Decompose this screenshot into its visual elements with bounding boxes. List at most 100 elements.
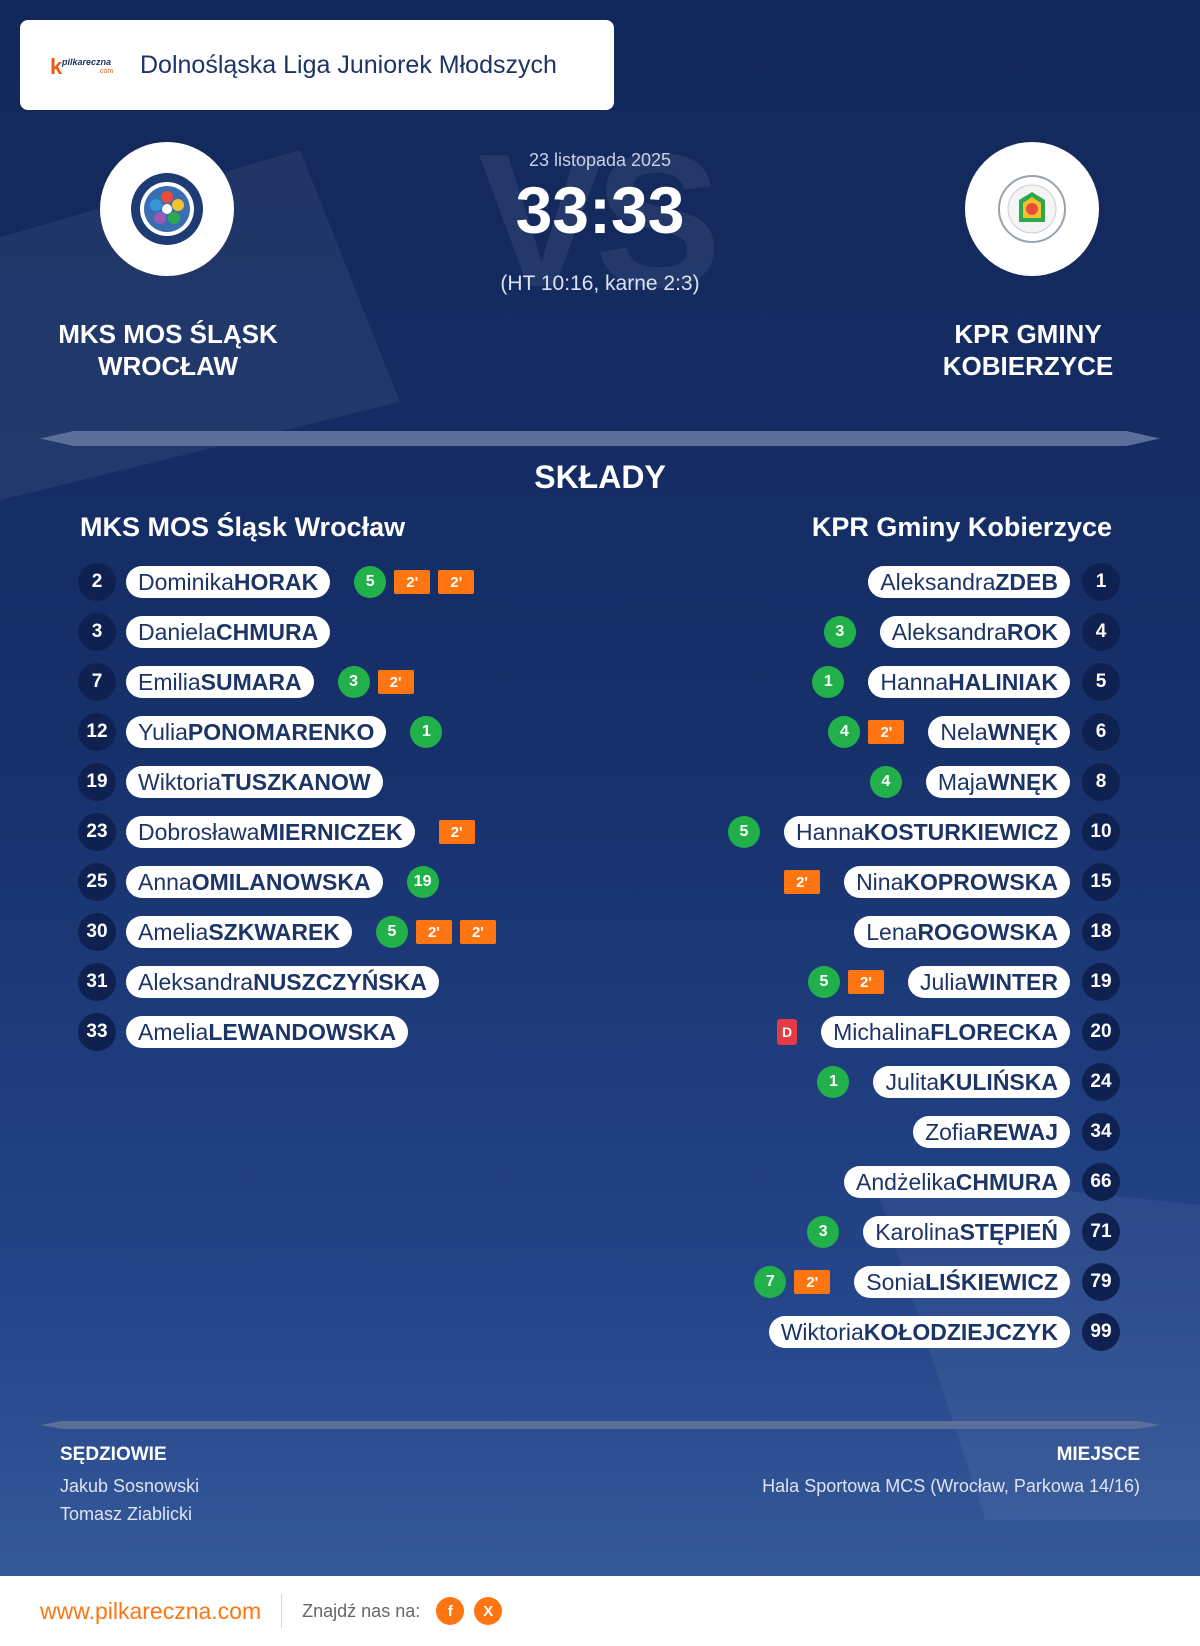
two-minute-penalty-badge: 2' xyxy=(847,970,884,994)
player-first-name: Wiktoria xyxy=(780,1318,864,1345)
player-row: 71 Karolina STĘPIEŃ 3 xyxy=(728,1207,1120,1257)
section-title: SKŁADY xyxy=(534,459,666,495)
shirt-number-badge: 2 xyxy=(78,563,116,601)
player-last-name: CHMURA xyxy=(955,1168,1058,1195)
facebook-icon[interactable]: f xyxy=(436,1597,465,1625)
player-name: Hanna HALINIAK xyxy=(868,666,1070,698)
player-stats: 4 xyxy=(869,766,902,798)
player-row: 23 Dobrosława MIERNICZEK 2' xyxy=(78,807,496,857)
referees-heading: SĘDZIOWIE xyxy=(60,1444,167,1465)
player-row: 34 Zofia REWAJ xyxy=(728,1107,1120,1157)
player-last-name: ROK xyxy=(1006,618,1058,645)
player-name: Sonia LIŚKIEWICZ xyxy=(854,1266,1070,1298)
player-first-name: Hanna xyxy=(796,818,864,845)
player-name: Anna OMILANOWSKA xyxy=(126,866,383,898)
player-first-name: Michalina xyxy=(833,1018,931,1045)
away-team-crest xyxy=(965,142,1099,276)
player-name: Julia WINTER xyxy=(907,966,1070,998)
player-stats: 3 2' xyxy=(337,666,414,698)
player-row: 19 Wiktoria TUSZKANOW xyxy=(78,757,496,807)
goals-badge: 1 xyxy=(817,1066,850,1098)
player-name: Wiktoria TUSZKANOW xyxy=(126,766,383,798)
player-last-name: KULIŃSKA xyxy=(939,1068,1058,1095)
shirt-number-badge: 79 xyxy=(1082,1263,1120,1301)
player-last-name: REWAJ xyxy=(976,1118,1058,1145)
two-minute-penalty-badge: 2' xyxy=(784,870,821,894)
two-minute-penalty-badge: 2' xyxy=(415,920,452,944)
shirt-number-badge: 6 xyxy=(1082,713,1120,751)
footer: www.pilkareczna.com Znajdź nas na: f X xyxy=(0,1576,1200,1646)
player-first-name: Hanna xyxy=(880,668,949,695)
player-name: Lena ROGOWSKA xyxy=(854,916,1070,948)
player-name: Nina KOPROWSKA xyxy=(844,866,1070,898)
player-last-name: LEWANDOWSKA xyxy=(208,1018,397,1045)
vs-watermark: VS xyxy=(478,115,721,327)
goals-badge: 5 xyxy=(807,966,840,998)
player-name: Karolina STĘPIEŃ xyxy=(863,1216,1070,1248)
player-last-name: LIŚKIEWICZ xyxy=(925,1268,1058,1295)
player-name: Amelia LEWANDOWSKA xyxy=(126,1016,409,1048)
player-row: 8 Maja WNĘK 4 xyxy=(728,757,1120,807)
player-name: Andżelika CHMURA xyxy=(844,1166,1070,1198)
player-stats: 5 2' xyxy=(807,966,884,998)
player-stats: 7 2' xyxy=(754,1266,831,1298)
goals-badge: 3 xyxy=(807,1216,840,1248)
referee-name: Jakub Sosnowski xyxy=(60,1476,200,1496)
player-name: Maja WNĘK xyxy=(925,766,1070,798)
player-row: 79 Sonia LIŚKIEWICZ 7 2' xyxy=(728,1257,1120,1307)
shirt-number-badge: 15 xyxy=(1082,863,1120,901)
player-row: 3 Daniela CHMURA xyxy=(78,607,496,657)
player-row: 30 Amelia SZKWAREK 5 2' 2' xyxy=(78,907,496,957)
shirt-number-badge: 99 xyxy=(1082,1313,1120,1351)
player-last-name: SZKWAREK xyxy=(208,918,340,945)
player-first-name: Yulia xyxy=(138,718,188,745)
goals-badge: 4 xyxy=(828,716,861,748)
player-first-name: Karolina xyxy=(875,1218,960,1245)
shirt-number-badge: 31 xyxy=(78,963,116,1001)
shirt-number-badge: 19 xyxy=(78,763,116,801)
player-name: Aleksandra ZDEB xyxy=(868,566,1070,598)
final-score: 33:33 xyxy=(515,173,685,247)
player-first-name: Julita xyxy=(885,1068,940,1095)
score-details: (HT 10:16, karne 2:3) xyxy=(500,272,700,295)
player-first-name: Aleksandra xyxy=(891,618,1007,645)
player-stats: 2' xyxy=(438,820,475,844)
player-stats: 5 xyxy=(728,816,760,848)
player-name: Daniela CHMURA xyxy=(126,616,331,648)
two-minute-penalty-badge: 2' xyxy=(868,720,905,744)
shirt-number-badge: 34 xyxy=(1082,1113,1120,1151)
player-first-name: Daniela xyxy=(138,618,216,645)
shirt-number-badge: 7 xyxy=(78,663,116,701)
shirt-number-badge: 5 xyxy=(1082,663,1120,701)
player-row: 12 Yulia PONOMARENKO 1 xyxy=(78,707,496,757)
player-last-name: STĘPIEŃ xyxy=(959,1218,1058,1245)
footer-separator xyxy=(281,1594,283,1628)
player-row: 7 Emilia SUMARA 3 2' xyxy=(78,657,496,707)
player-stats: 3 xyxy=(807,1216,840,1248)
shirt-number-badge: 19 xyxy=(1082,963,1120,1001)
player-first-name: Nela xyxy=(940,718,988,745)
shirt-number-badge: 24 xyxy=(1082,1063,1120,1101)
player-name: Zofia REWAJ xyxy=(913,1116,1070,1148)
player-name: Aleksandra ROK xyxy=(879,616,1070,648)
league-header: k pilkareczna .com Dolnośląska Liga Juni… xyxy=(20,20,614,110)
x-icon[interactable]: X xyxy=(474,1597,503,1625)
player-stats: 3 xyxy=(823,616,856,648)
player-last-name: NUSZCZYŃSKA xyxy=(253,968,427,995)
player-last-name: WNĘK xyxy=(987,718,1058,745)
shirt-number-badge: 1 xyxy=(1082,563,1120,601)
player-name: Dominika HORAK xyxy=(126,566,331,598)
player-name: Aleksandra NUSZCZYŃSKA xyxy=(126,966,439,998)
two-minute-penalty-badge: 2' xyxy=(459,920,496,944)
two-minute-penalty-badge: 2' xyxy=(438,820,475,844)
pilkareczna-logo: k pilkareczna .com xyxy=(50,54,114,79)
player-last-name: ZDEB xyxy=(995,568,1058,595)
player-row: 5 Hanna HALINIAK 1 xyxy=(728,657,1120,707)
goals-badge: 3 xyxy=(337,666,370,698)
player-last-name: FLORECKA xyxy=(930,1018,1058,1045)
website-link[interactable]: www.pilkareczna.com xyxy=(40,1597,262,1624)
player-row: 18 Lena ROGOWSKA xyxy=(728,907,1120,957)
divider xyxy=(40,431,1160,446)
player-last-name: PONOMARENKO xyxy=(187,718,375,745)
player-name: Dobrosława MIERNICZEK xyxy=(126,816,415,848)
